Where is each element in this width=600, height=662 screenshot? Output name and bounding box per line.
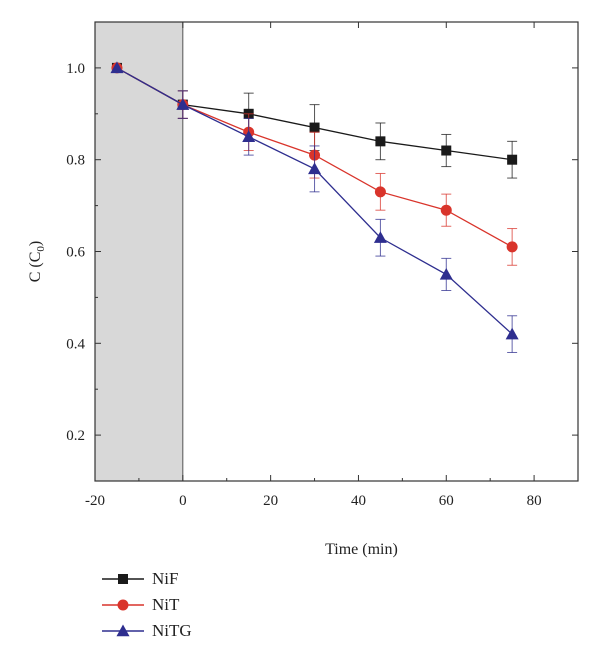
x-tick-label: 80: [527, 493, 542, 509]
y-axis-title: C (C0): [27, 241, 47, 283]
x-tick-label: 60: [439, 493, 454, 509]
y-tick-label: 0.6: [66, 245, 85, 261]
shaded-region: [94, 21, 184, 482]
x-tick-label: 40: [351, 493, 366, 509]
legend-label-nit: NiT: [152, 595, 180, 614]
legend: NiF NiT NiTG: [100, 566, 192, 644]
legend-swatch-nif: [102, 574, 144, 584]
data-point-nif: [507, 154, 518, 165]
data-point-nit: [440, 204, 452, 216]
y-tick-label: 0.2: [66, 428, 85, 444]
data-point-nitg: [308, 162, 322, 175]
data-point-nit: [506, 241, 518, 253]
legend-item-nif: NiF: [100, 566, 192, 592]
legend-label-nif: NiF: [152, 569, 179, 588]
legend-item-nit: NiT: [100, 592, 192, 618]
data-point-nitg: [505, 327, 519, 340]
data-point-nitg: [242, 130, 256, 142]
legend-swatch-nitg: [102, 624, 144, 637]
data-point-nif: [309, 122, 320, 133]
x-tick-label: 20: [263, 493, 278, 509]
legend-item-nitg: NiTG: [100, 618, 192, 644]
data-point-nitg: [373, 231, 387, 243]
x-axis-title: Time (min): [325, 541, 398, 558]
legend-marker-nit: [117, 599, 129, 611]
x-tick-label: -20: [85, 493, 105, 509]
data-point-nif: [441, 145, 452, 156]
data-point-nitg: [110, 61, 124, 74]
legend-label-nitg: NiTG: [152, 621, 192, 640]
y-tick-label: 0.8: [66, 153, 85, 169]
legend-marker-nif: [118, 574, 128, 584]
data-point-nitg: [176, 98, 190, 110]
data-point-nitg: [439, 267, 453, 280]
data-point-nif: [375, 136, 386, 147]
data-point-nit: [374, 186, 386, 198]
legend-swatch-nit: [102, 599, 144, 611]
y-tick-label: 0.4: [66, 336, 85, 352]
x-tick-label: 0: [179, 493, 187, 509]
legend-marker-nitg: [116, 624, 130, 637]
series-nitg: [110, 61, 519, 353]
y-tick-label: 1.0: [66, 61, 85, 77]
